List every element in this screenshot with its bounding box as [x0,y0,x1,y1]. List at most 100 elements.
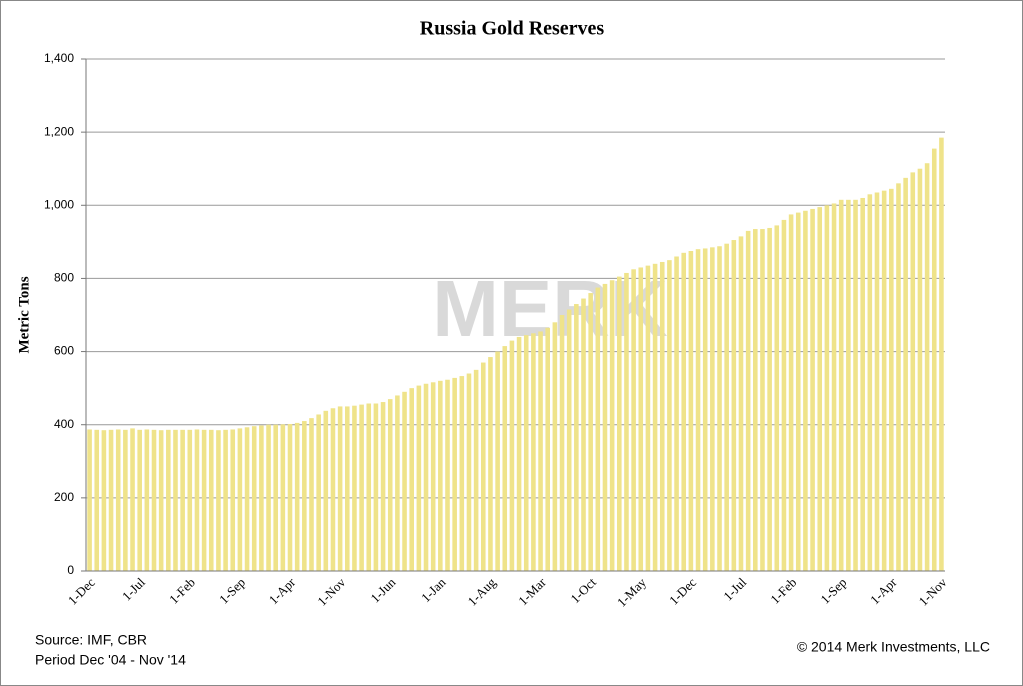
bar [667,260,672,571]
y-tick-label: 0 [67,563,74,577]
bar [516,336,522,571]
bar [853,199,858,572]
bar [480,362,486,571]
bar [173,429,178,571]
bar [803,210,808,571]
bar [738,236,744,571]
bar [251,426,257,571]
bar [552,322,558,571]
bar [695,249,701,571]
bar [652,263,658,571]
bar [273,424,278,571]
bar [166,429,171,571]
bar [717,246,722,571]
y-tick-label: 600 [54,344,74,358]
bar [903,177,908,571]
bar [395,395,400,571]
copyright: © 2014 Merk Investments, LLC [797,639,990,655]
chart-title: Russia Gold Reserves [420,18,605,40]
bar [330,408,336,571]
bar [259,425,264,571]
bar [645,265,651,571]
bar [867,194,873,572]
bar [294,422,300,571]
bar [344,406,350,571]
bar [931,148,937,571]
bar [659,261,665,571]
bar [201,429,207,571]
bar [337,406,343,571]
bar [445,379,450,571]
bar [846,199,851,572]
bar [158,430,164,571]
bar [631,269,636,571]
bar [817,207,823,571]
bar [216,430,221,571]
y-tick-label: 1,000 [44,197,74,211]
bar [473,369,479,571]
bar [402,391,407,571]
bar [137,429,142,571]
bar [574,304,579,571]
bar [581,298,586,571]
bar [810,208,815,571]
y-tick-label: 400 [54,417,74,431]
bar [566,309,572,571]
bar [602,283,608,571]
bar [917,168,923,571]
bar [702,248,708,571]
bar [710,247,715,572]
bar [731,240,737,571]
bar [366,403,372,571]
bar [237,428,243,571]
bar [638,267,644,571]
bar [87,429,92,571]
bar [624,272,629,571]
bar [115,429,121,571]
bar [531,333,536,571]
bar [745,230,751,571]
bar [130,428,135,571]
bar [523,335,529,571]
bar [230,429,236,571]
y-tick-label: 1,200 [44,124,74,138]
bar [423,383,429,571]
bar [387,399,393,571]
bar [94,429,100,571]
bar [380,402,386,571]
bar [323,410,329,571]
bar [459,376,465,571]
bar [151,429,157,571]
bar [609,280,615,571]
bar [194,429,200,571]
bar [559,315,565,571]
bar [409,388,414,571]
bar [896,183,901,572]
bar [208,429,214,571]
bar [588,293,593,571]
bar [280,424,286,571]
bar [831,203,837,571]
bar [466,373,472,571]
period-note: Period Dec '04 - Nov '14 [35,652,186,668]
bar [874,192,880,571]
bar [316,414,321,571]
bar [753,229,758,572]
bar [502,346,508,571]
bar [287,423,293,571]
bar [352,405,357,571]
bar [674,256,679,571]
y-tick-label: 800 [54,271,74,285]
bar [180,429,185,571]
bar [302,421,307,571]
bar [452,377,457,571]
bar [939,137,944,571]
bar [509,340,515,571]
bar [438,380,443,571]
bar [881,190,887,571]
bar [309,418,314,571]
bar [108,429,114,571]
y-tick-label: 200 [54,490,74,504]
bar [781,219,787,571]
